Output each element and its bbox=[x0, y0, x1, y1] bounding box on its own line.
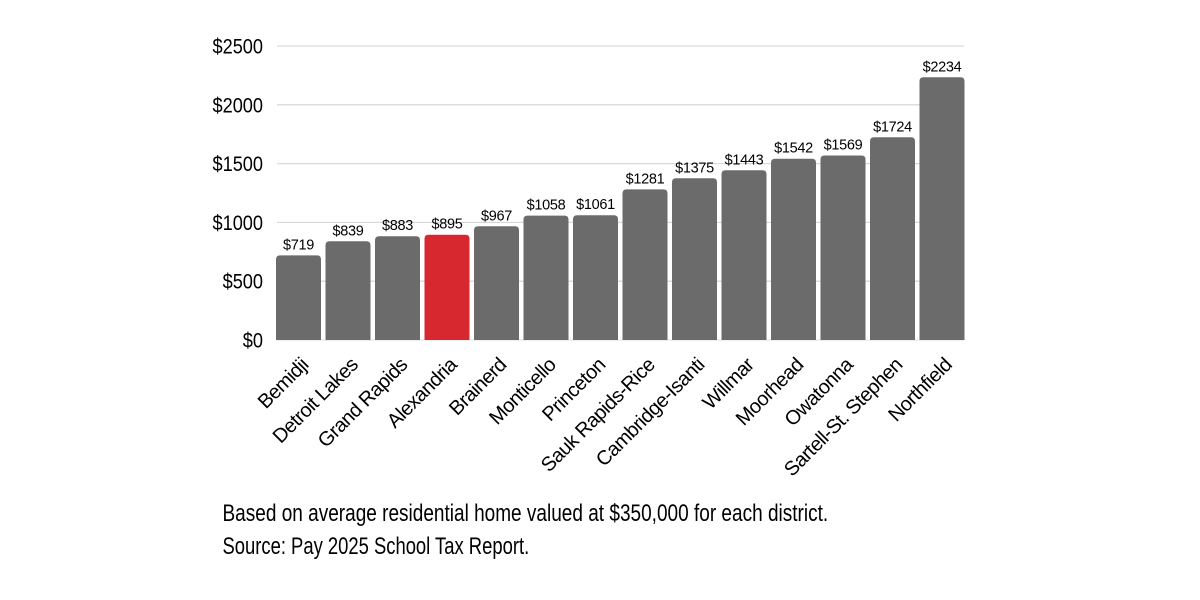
svg-text:$1500: $1500 bbox=[213, 153, 264, 177]
svg-text:$500: $500 bbox=[223, 271, 263, 295]
svg-text:$1375: $1375 bbox=[675, 160, 714, 176]
svg-text:$967: $967 bbox=[481, 208, 512, 224]
svg-text:$839: $839 bbox=[332, 223, 363, 239]
svg-text:$1061: $1061 bbox=[576, 197, 615, 213]
svg-text:$2000: $2000 bbox=[213, 94, 264, 118]
svg-text:Source: Pay 2025 School Tax Re: Source: Pay 2025 School Tax Report. bbox=[223, 531, 530, 559]
svg-text:$1281: $1281 bbox=[626, 171, 665, 187]
svg-text:$1542: $1542 bbox=[774, 141, 813, 157]
svg-text:$2234: $2234 bbox=[923, 59, 962, 75]
svg-text:$1058: $1058 bbox=[527, 198, 566, 214]
svg-text:$0: $0 bbox=[243, 329, 263, 353]
svg-text:$1569: $1569 bbox=[824, 138, 863, 154]
svg-text:$895: $895 bbox=[431, 217, 462, 233]
svg-text:$1724: $1724 bbox=[873, 119, 912, 135]
svg-text:Based on average residential h: Based on average residential home valued… bbox=[223, 499, 829, 527]
svg-text:$883: $883 bbox=[382, 218, 413, 234]
svg-text:$719: $719 bbox=[283, 237, 314, 253]
svg-text:$1443: $1443 bbox=[725, 152, 764, 168]
svg-text:$1000: $1000 bbox=[213, 212, 264, 236]
svg-text:$2500: $2500 bbox=[213, 35, 264, 59]
